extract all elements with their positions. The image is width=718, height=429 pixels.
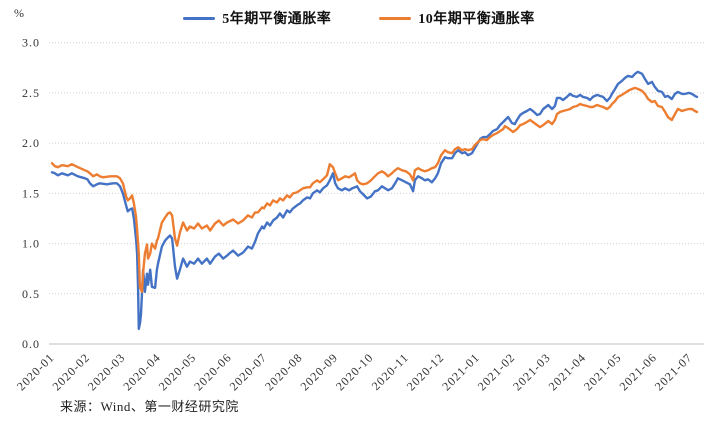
x-tick-label: 2021-07 bbox=[652, 350, 695, 393]
x-tick-label: 2020-09 bbox=[298, 350, 341, 393]
y-tick-label: 2.0 bbox=[22, 136, 40, 150]
x-tick-label: 2020-06 bbox=[191, 350, 234, 393]
x-tick-label: 2020-05 bbox=[156, 350, 199, 393]
legend-item-5y: 5年期平衡通胀率 bbox=[183, 8, 331, 28]
x-tick-label: 2020-07 bbox=[227, 350, 270, 393]
x-tick-label: 2020-11 bbox=[369, 350, 412, 393]
x-tick-label: 2021-02 bbox=[475, 350, 518, 393]
x-tick-label: 2020-12 bbox=[404, 350, 447, 393]
y-tick-label: 1.0 bbox=[22, 237, 40, 251]
y-axis-unit-label: % bbox=[14, 6, 25, 20]
gridlines bbox=[49, 42, 704, 345]
x-tick-label: 2021-01 bbox=[439, 350, 482, 393]
legend-label-5y: 5年期平衡通胀率 bbox=[222, 12, 332, 27]
x-tick-label: 2021-03 bbox=[510, 350, 553, 393]
x-tick-label: 2021-04 bbox=[546, 350, 589, 393]
x-tick-label: 2021-06 bbox=[616, 350, 659, 393]
x-tick-label: 2020-02 bbox=[49, 350, 92, 393]
x-tick-label: 2021-05 bbox=[581, 350, 624, 393]
series-line-10y bbox=[50, 86, 699, 293]
y-tick-label: 0.0 bbox=[22, 337, 40, 351]
x-tick-label: 2020-01 bbox=[14, 350, 57, 393]
legend-label-10y: 10年期平衡通胀率 bbox=[418, 12, 535, 27]
y-tick-label: 1.5 bbox=[22, 186, 40, 200]
x-tick-label: 2020-03 bbox=[85, 350, 128, 393]
x-tick-label: 2020-04 bbox=[120, 350, 163, 393]
chart-legend: 5年期平衡通胀率 10年期平衡通胀率 bbox=[0, 8, 718, 28]
y-tick-label: 0.5 bbox=[22, 287, 40, 301]
y-tick-label: 2.5 bbox=[22, 86, 40, 100]
y-axis-tick-labels: 0.0 0.5 1.0 1.5 2.0 2.5 3.0 bbox=[22, 36, 40, 351]
legend-line-swatch-5y bbox=[183, 16, 216, 20]
series-line-5y bbox=[50, 70, 699, 331]
x-tick-label: 2020-08 bbox=[262, 350, 305, 393]
legend-item-10y: 10年期平衡通胀率 bbox=[379, 8, 535, 28]
x-axis-tick-labels: 2020-012020-022020-032020-042020-052020-… bbox=[14, 350, 695, 393]
x-tick-label: 2020-10 bbox=[333, 350, 376, 393]
source-note: 来源：Wind、第一财经研究院 bbox=[60, 399, 239, 414]
legend-line-swatch-10y bbox=[379, 16, 412, 20]
y-tick-label: 3.0 bbox=[22, 36, 40, 50]
